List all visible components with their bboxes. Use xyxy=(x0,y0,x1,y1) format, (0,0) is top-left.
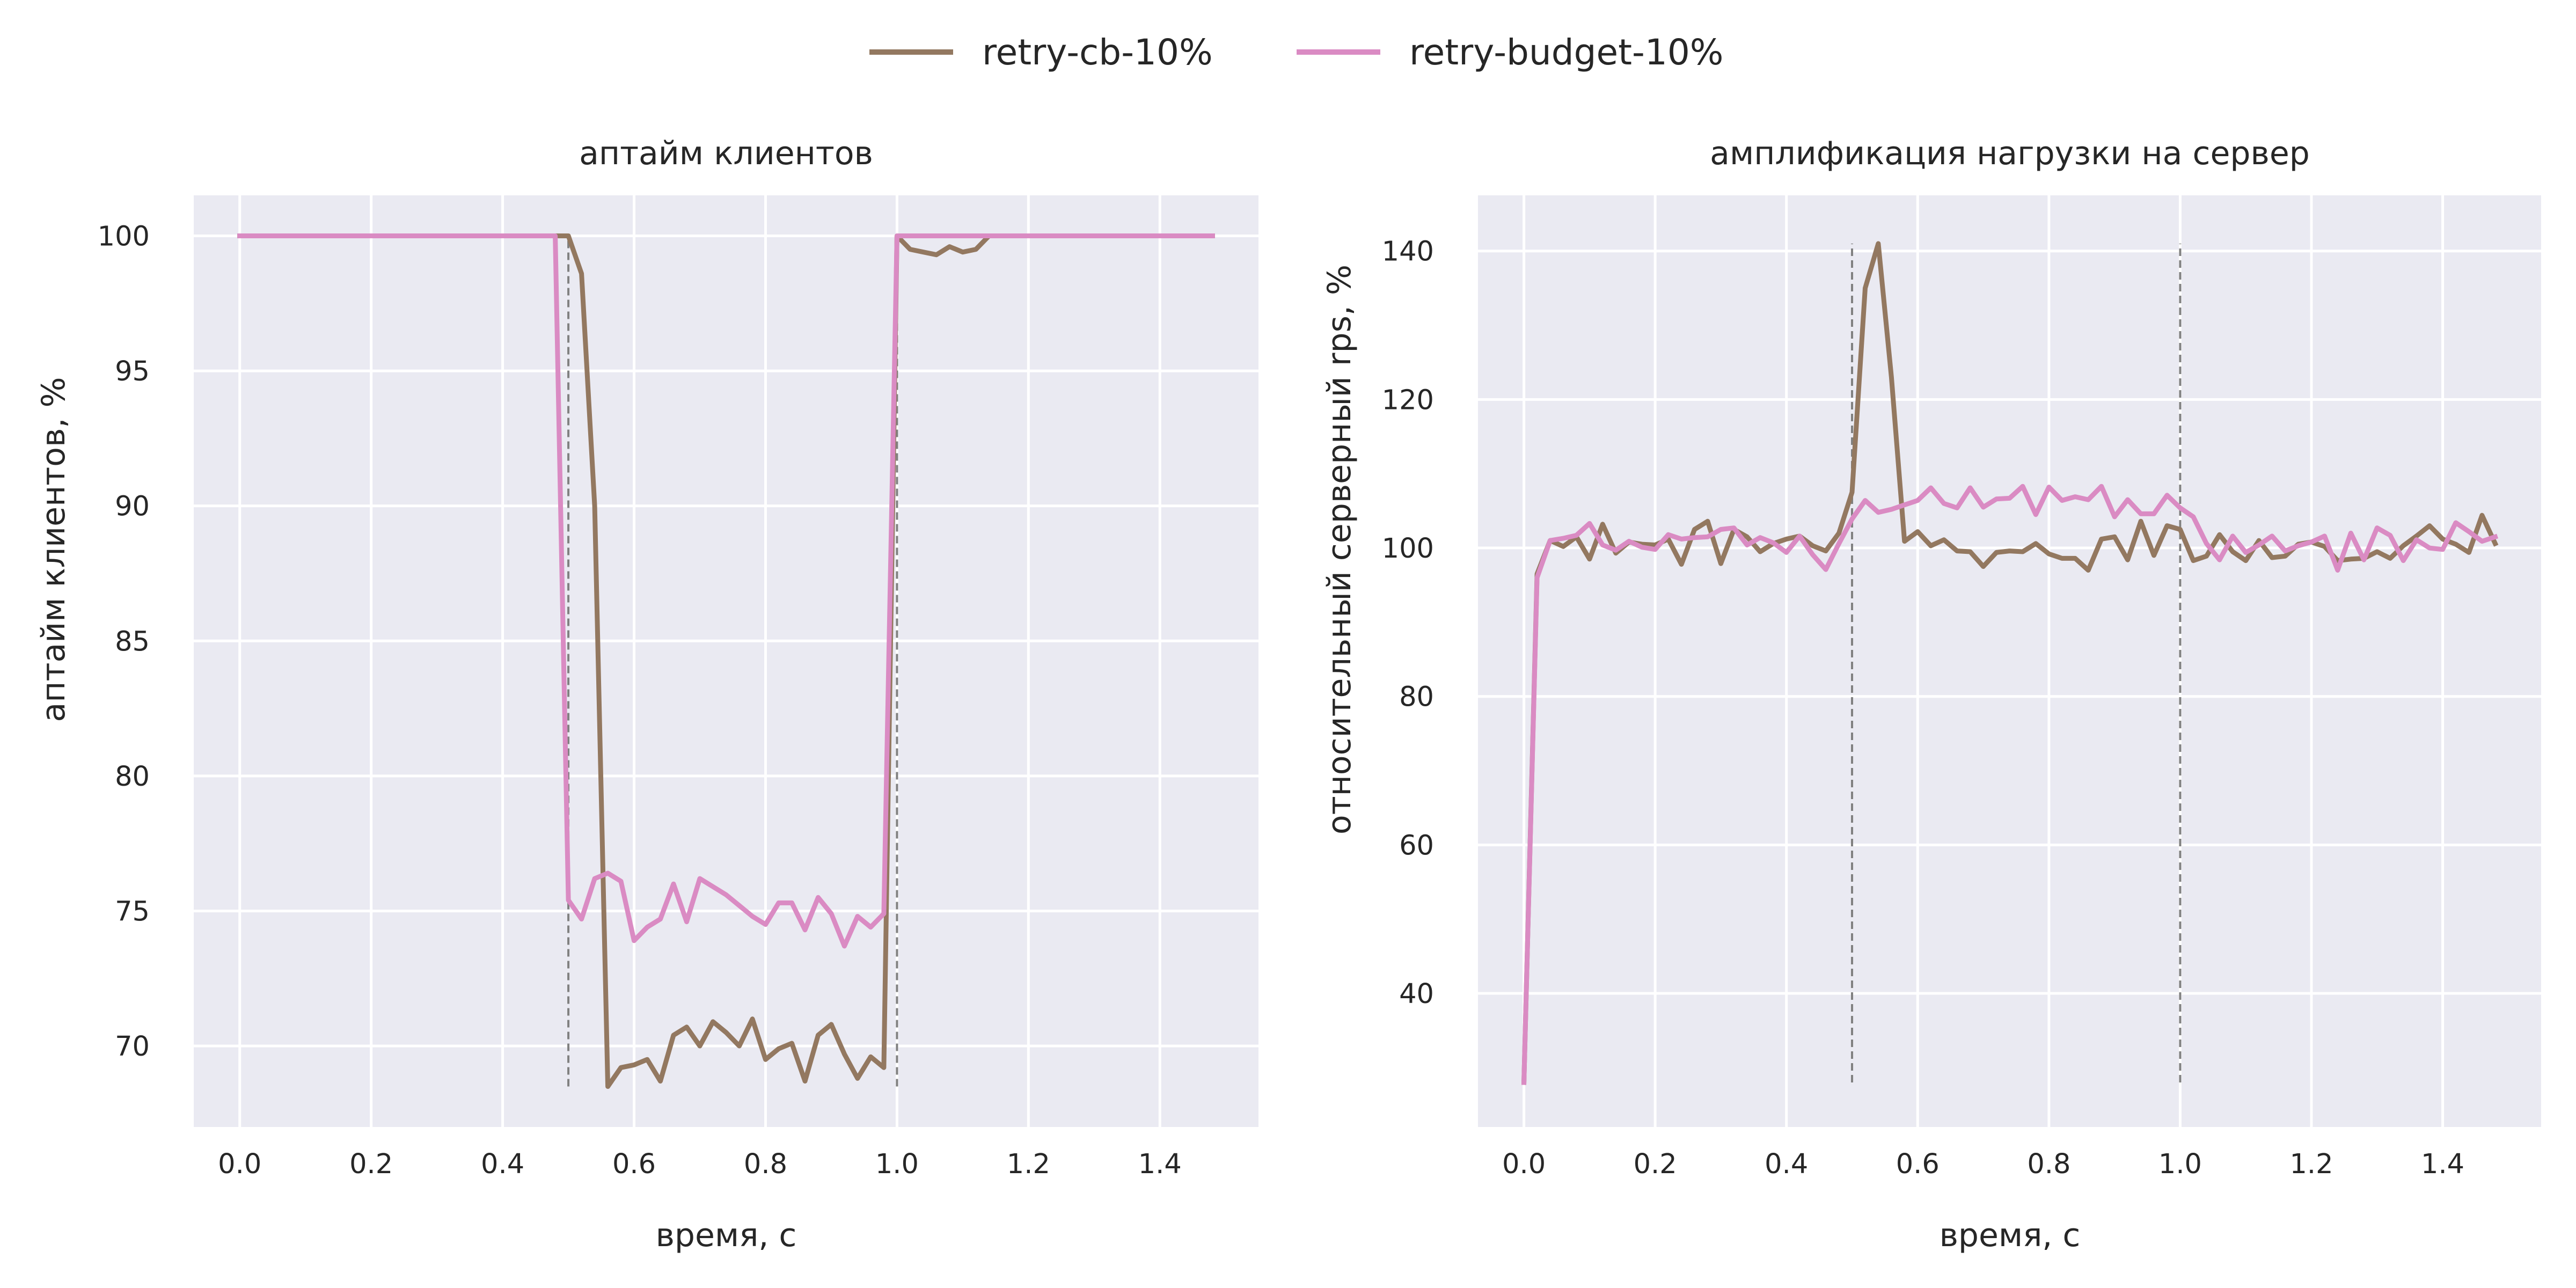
right-panel-x-tick-label: 0.8 xyxy=(2027,1148,2070,1180)
right-panel-y-tick-label: 60 xyxy=(1399,830,1434,861)
left-panel-title: аптайм клиентов xyxy=(579,135,873,172)
right-panel-x-tick-label: 1.4 xyxy=(2421,1148,2464,1180)
left-panel: аптайм клиентов время, с аптайм клиентов… xyxy=(35,135,1258,1254)
right-panel-y-tick-label: 80 xyxy=(1399,682,1434,713)
right-panel-y-tick-label: 120 xyxy=(1382,384,1434,416)
left-panel-x-tick-label: 1.0 xyxy=(875,1148,919,1180)
left-panel-ylabel: аптайм клиентов, % xyxy=(35,377,72,722)
left-panel-background xyxy=(194,195,1258,1127)
right-panel-x-tick-label: 1.2 xyxy=(2289,1148,2333,1180)
legend-label-retry-cb: retry-cb-10% xyxy=(982,32,1213,73)
left-panel-y-tick-label: 70 xyxy=(115,1031,150,1063)
left-panel-x-tick-label: 0.2 xyxy=(349,1148,393,1180)
left-panel-x-tick-label: 0.6 xyxy=(612,1148,656,1180)
right-panel-x-tick-label: 0.0 xyxy=(1502,1148,1546,1180)
left-panel-x-tick-label: 1.2 xyxy=(1007,1148,1050,1180)
left-panel-y-tick-label: 85 xyxy=(115,626,150,657)
left-panel-x-tick-label: 0.8 xyxy=(744,1148,787,1180)
right-panel-y-tick-label: 100 xyxy=(1382,533,1434,565)
right-panel-x-tick-label: 1.0 xyxy=(2158,1148,2202,1180)
right-panel-title: амплификация нагрузки на сервер xyxy=(1710,135,2310,172)
left-panel-y-tick-label: 80 xyxy=(115,761,150,793)
right-panel: амплификация нагрузки на сервер время, с… xyxy=(1321,135,2541,1254)
legend-label-retry-budget: retry-budget-10% xyxy=(1409,32,1724,73)
right-panel-y-tick-label: 140 xyxy=(1382,236,1434,268)
right-panel-background xyxy=(1478,195,2541,1127)
left-panel-y-tick-label: 100 xyxy=(98,221,150,252)
left-panel-xlabel: время, с xyxy=(656,1217,797,1254)
left-panel-x-tick-label: 0.4 xyxy=(481,1148,524,1180)
left-panel-y-tick-label: 95 xyxy=(115,356,150,387)
right-panel-ylabel: относительный серверный rps, % xyxy=(1321,265,1358,835)
left-panel-x-tick-label: 1.4 xyxy=(1138,1148,1182,1180)
right-panel-series-retry-budget xyxy=(1521,484,2499,1085)
left-panel-x-tick-label: 0.0 xyxy=(218,1148,261,1180)
right-panel-x-tick-label: 0.2 xyxy=(1634,1148,1677,1180)
left-panel-series-retry-cb xyxy=(237,233,1215,1089)
left-panel-series-retry-budget xyxy=(237,233,1215,949)
right-panel-x-tick-label: 0.6 xyxy=(1896,1148,1940,1180)
right-panel-xlabel: время, с xyxy=(1940,1217,2081,1254)
right-panel-plot-area xyxy=(1478,195,2541,1127)
left-panel-y-tick-label: 75 xyxy=(115,896,150,927)
right-panel-y-tick-label: 40 xyxy=(1399,978,1434,1010)
right-panel-x-tick-label: 0.4 xyxy=(1765,1148,1808,1180)
legend: retry-cb-10% retry-budget-10% xyxy=(869,32,1724,73)
left-panel-plot-area xyxy=(194,195,1258,1127)
left-panel-y-tick-label: 90 xyxy=(115,491,150,523)
